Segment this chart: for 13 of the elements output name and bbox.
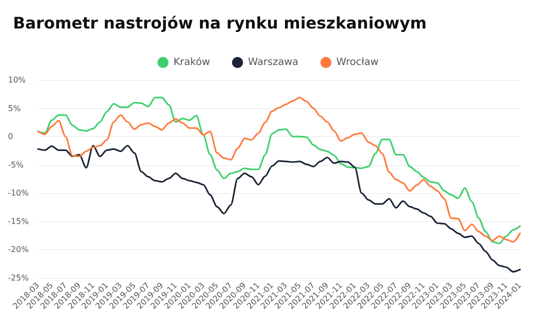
y-tick-label: 10% — [8, 76, 26, 84]
y-tick-label: -10% — [8, 188, 30, 198]
y-tick-label: -20% — [8, 245, 30, 254]
y-tick-label: -15% — [8, 216, 30, 226]
y-tick-label: -25% — [8, 274, 30, 282]
y-tick-label: -5% — [8, 160, 24, 170]
legend-label: Warszawa — [248, 57, 298, 68]
line-series — [37, 144, 521, 273]
legend-label: Wrocław — [336, 57, 379, 68]
y-tick-label: 5% — [8, 104, 22, 113]
chart-title: Barometr nastrojów na rynku mieszkaniowym — [13, 14, 427, 32]
y-tick-label: 0 — [8, 132, 14, 142]
legend-label: Kraków — [174, 57, 210, 68]
